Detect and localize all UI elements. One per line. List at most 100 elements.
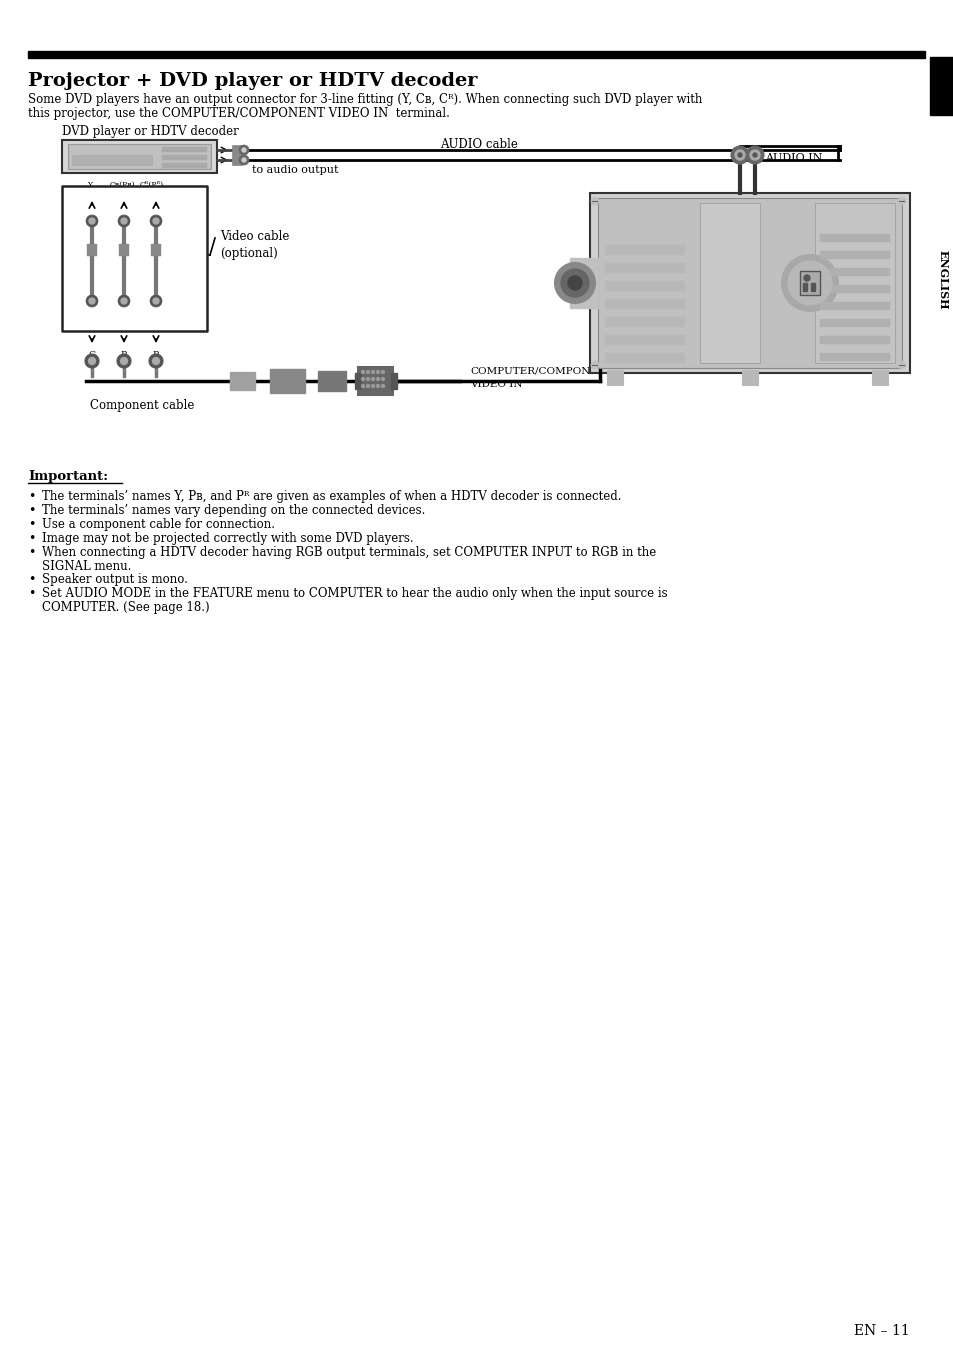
Text: R: R — [152, 351, 159, 359]
Circle shape — [376, 370, 379, 373]
Circle shape — [86, 215, 98, 227]
Circle shape — [590, 361, 598, 369]
Text: •: • — [28, 586, 35, 600]
Text: SIGNAL menu.: SIGNAL menu. — [42, 561, 132, 573]
Circle shape — [738, 153, 741, 157]
Bar — [317, 372, 346, 390]
Bar — [232, 145, 242, 155]
Circle shape — [381, 370, 384, 373]
Circle shape — [120, 358, 128, 365]
Bar — [820, 303, 889, 309]
Bar — [820, 234, 889, 242]
Circle shape — [734, 150, 744, 159]
Text: Image may not be projected correctly with some DVD players.: Image may not be projected correctly wit… — [42, 532, 414, 544]
Circle shape — [730, 146, 748, 163]
Text: Some DVD players have an output connector for 3-line fitting (Y, Cʙ, Cᴿ). When c: Some DVD players have an output connecto… — [28, 93, 701, 105]
Circle shape — [152, 358, 159, 365]
Text: AUDIO IN: AUDIO IN — [764, 153, 821, 163]
Circle shape — [752, 153, 757, 157]
Bar — [270, 369, 305, 393]
Circle shape — [376, 385, 379, 388]
Text: •: • — [28, 517, 35, 531]
Circle shape — [118, 215, 130, 227]
Circle shape — [371, 370, 375, 373]
Bar — [810, 282, 814, 290]
Circle shape — [366, 377, 369, 381]
Text: ENGLISH: ENGLISH — [937, 250, 947, 309]
Bar — [820, 267, 889, 276]
Bar — [62, 186, 207, 331]
Bar — [604, 263, 684, 273]
Circle shape — [555, 263, 595, 303]
Text: The terminals’ names Y, Pʙ, and Pᴿ are given as examples of when a HDTV decoder : The terminals’ names Y, Pʙ, and Pᴿ are g… — [42, 490, 620, 503]
Bar — [28, 51, 924, 58]
Bar — [68, 145, 211, 169]
Bar — [391, 373, 396, 389]
Circle shape — [152, 218, 159, 224]
Text: Speaker output is mono.: Speaker output is mono. — [42, 573, 188, 586]
Text: EN – 11: EN – 11 — [853, 1324, 909, 1337]
Text: •: • — [28, 490, 35, 503]
Bar — [357, 367, 393, 394]
Circle shape — [150, 215, 162, 227]
Circle shape — [567, 276, 581, 290]
Bar — [820, 251, 889, 259]
Circle shape — [89, 299, 95, 304]
Bar — [820, 353, 889, 361]
Circle shape — [149, 354, 163, 367]
Bar — [814, 203, 894, 363]
Bar — [87, 245, 97, 255]
Circle shape — [803, 276, 809, 281]
Bar — [871, 370, 887, 385]
Text: The terminals’ names vary depending on the connected devices.: The terminals’ names vary depending on t… — [42, 504, 425, 517]
Bar — [162, 155, 207, 159]
Circle shape — [897, 197, 905, 205]
Circle shape — [150, 295, 162, 307]
Circle shape — [560, 269, 588, 297]
Bar — [604, 281, 684, 290]
Text: B: B — [121, 351, 127, 359]
Text: •: • — [28, 546, 35, 559]
Circle shape — [121, 218, 127, 224]
Bar — [119, 245, 129, 255]
Bar — [929, 57, 953, 115]
Circle shape — [121, 299, 127, 304]
Circle shape — [89, 358, 95, 365]
Bar — [741, 370, 758, 385]
Text: Use a component cable for connection.: Use a component cable for connection. — [42, 517, 274, 531]
Circle shape — [86, 295, 98, 307]
Bar — [820, 336, 889, 345]
Circle shape — [361, 385, 364, 388]
Text: •: • — [28, 573, 35, 586]
Bar — [569, 258, 598, 308]
Circle shape — [366, 370, 369, 373]
Circle shape — [239, 155, 249, 165]
Circle shape — [152, 299, 159, 304]
Bar — [162, 163, 207, 168]
Bar — [604, 245, 684, 255]
Text: Component cable: Component cable — [90, 399, 194, 412]
Text: Projector + DVD player or HDTV decoder: Projector + DVD player or HDTV decoder — [28, 72, 477, 91]
Text: Y: Y — [88, 181, 92, 189]
Circle shape — [361, 370, 364, 373]
Text: Video cable
(optional): Video cable (optional) — [220, 230, 289, 259]
Bar — [604, 317, 684, 327]
Bar — [598, 199, 901, 367]
Text: this projector, use the COMPUTER/COMPONENT VIDEO IN  terminal.: this projector, use the COMPUTER/COMPONE… — [28, 107, 450, 120]
Bar — [606, 370, 622, 385]
Text: AUDIO cable: AUDIO cable — [439, 138, 517, 151]
Circle shape — [781, 255, 837, 311]
Circle shape — [85, 354, 99, 367]
Bar — [604, 299, 684, 309]
Bar — [800, 272, 820, 295]
Text: VIDEO IN: VIDEO IN — [470, 380, 522, 389]
Circle shape — [118, 295, 130, 307]
Bar — [162, 147, 207, 153]
Circle shape — [239, 145, 249, 155]
Text: Cʙ(Pʙ): Cʙ(Pʙ) — [109, 181, 134, 189]
Text: When connecting a HDTV decoder having RGB output terminals, set COMPUTER INPUT t: When connecting a HDTV decoder having RG… — [42, 546, 656, 559]
Circle shape — [117, 354, 131, 367]
Circle shape — [381, 385, 384, 388]
Circle shape — [897, 361, 905, 369]
Text: to audio output: to audio output — [252, 165, 338, 176]
